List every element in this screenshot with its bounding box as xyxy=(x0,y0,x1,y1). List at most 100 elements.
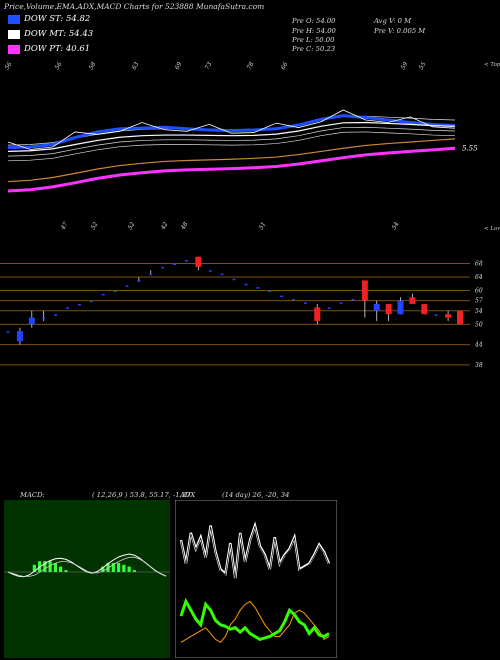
candle-body xyxy=(314,307,321,321)
top-tick-label: 78 xyxy=(246,61,256,71)
candle-body xyxy=(256,287,260,289)
adx-title: ADX xyxy=(180,491,196,499)
candle-body xyxy=(303,302,307,304)
adx-background xyxy=(175,500,337,658)
legend-dow-st: DOW ST: 54.82 xyxy=(8,14,90,24)
candle-body xyxy=(280,295,284,298)
signal-line xyxy=(7,556,167,577)
candle-body xyxy=(208,270,212,272)
info-low: Pre L: 50.00 xyxy=(292,36,335,44)
candle-body xyxy=(397,300,404,315)
bottom-tick-label: 51 xyxy=(258,221,268,231)
macd-histogram-bar xyxy=(64,570,68,572)
adx-chart xyxy=(175,500,337,658)
envelope-line xyxy=(7,131,456,162)
candle-body xyxy=(268,290,272,293)
candle-body xyxy=(113,290,117,293)
info-avg-volume: Avg V: 0 M xyxy=(374,17,412,25)
candle-body xyxy=(184,260,188,262)
candle-body xyxy=(457,310,463,325)
candle-body xyxy=(327,307,331,309)
dow-pt-line xyxy=(7,146,456,193)
top-tick-label: 59 xyxy=(400,61,410,71)
candle-body xyxy=(28,317,35,325)
legend-label-mt: DOW MT: 54.43 xyxy=(24,29,94,39)
candle-body xyxy=(6,331,10,333)
candle-body xyxy=(421,304,428,315)
candle-body xyxy=(409,297,416,305)
dow-mt-line xyxy=(7,121,456,153)
macd-histogram-bar xyxy=(122,564,126,572)
candle-body xyxy=(373,304,380,311)
legend-dow-pt: DOW PT: 40.61 xyxy=(8,44,90,54)
macd-histogram-bar xyxy=(43,561,47,572)
top-tick-label: 69 xyxy=(174,61,184,71)
candle-body xyxy=(161,266,165,269)
lows-label: < Lows xyxy=(484,226,500,232)
candle-body xyxy=(125,285,129,287)
candle-body xyxy=(137,280,141,282)
bottom-tick-label: 54 xyxy=(391,221,401,231)
candle-body xyxy=(77,304,81,306)
candle-body xyxy=(291,298,295,301)
candle-body xyxy=(195,256,202,267)
envelope-line xyxy=(7,126,456,157)
dow-st-line xyxy=(7,114,456,150)
candle-body xyxy=(101,293,105,296)
candle-body xyxy=(54,314,58,316)
top-tick-label: 58 xyxy=(88,61,98,71)
macd-histogram-bar xyxy=(59,566,63,572)
candle-body xyxy=(42,317,46,320)
candle-body xyxy=(220,273,224,276)
top-tick-label: 66 xyxy=(280,61,290,71)
candle-body xyxy=(339,302,343,304)
macd-title: MACD xyxy=(20,491,43,499)
macd-background xyxy=(4,500,170,658)
macd-params: ( 12,26,9 ) 53.8, 55.17, -1.37 xyxy=(92,491,191,499)
adx-line-inner xyxy=(180,525,330,580)
candle-body xyxy=(173,263,177,266)
page-title: Price,Volume,EMA,ADX,MACD Charts for 523… xyxy=(4,2,265,11)
legend-swatch-mt xyxy=(8,29,20,39)
top-tick-label: 56 xyxy=(4,61,14,71)
top-tick-label: 63 xyxy=(131,61,141,71)
candle-body xyxy=(361,280,368,301)
candle-body xyxy=(65,307,69,309)
macd-histogram-bar xyxy=(127,566,131,572)
macd-histogram-bar xyxy=(101,566,105,572)
legend-label-st: DOW ST: 54.82 xyxy=(24,14,91,24)
bottom-tick-label: 48 xyxy=(179,221,189,232)
macd-histogram-bar xyxy=(32,564,36,572)
candle-body xyxy=(445,314,452,318)
price-level-label: 38 xyxy=(475,362,483,369)
price-level-label: 60 xyxy=(475,288,483,295)
macd-histogram-bar xyxy=(106,563,110,572)
macd-histogram-bar xyxy=(53,563,57,572)
long-ema-line xyxy=(7,138,456,183)
candle-body xyxy=(351,298,355,301)
info-close: Pre C: 50.23 xyxy=(292,45,336,53)
candle-body xyxy=(149,273,153,276)
bottom-tick-label: 52 xyxy=(127,221,137,231)
macd-histogram-bar xyxy=(117,563,121,572)
legend-label-pt: DOW PT: 40.61 xyxy=(24,44,91,54)
price-level-label: 54 xyxy=(475,308,483,315)
macd-histogram-bar xyxy=(48,561,52,572)
info-open: Pre O: 54.00 xyxy=(292,17,336,25)
top-tick-label: 55 xyxy=(418,61,428,71)
plus-di-line xyxy=(179,597,330,642)
price-chart: 68 64 60 57 54 50 44 38 xyxy=(0,256,483,369)
info-pre-volume: Pre V: 0.005 M xyxy=(374,27,426,35)
candle-body xyxy=(232,278,236,281)
minus-di-line xyxy=(180,600,330,643)
price-level-label: 50 xyxy=(475,321,483,328)
ema-chart: < Tops 56 56 58 63 69 73 78 66 59 55 < Lows 47 52 52 42… xyxy=(4,61,500,232)
top-tick-label: 73 xyxy=(204,61,214,71)
legend-dow-mt: DOW MT: 54.43 xyxy=(8,29,93,39)
macd-histogram-bar xyxy=(111,563,115,572)
legend-swatch-pt xyxy=(8,44,20,54)
price-line xyxy=(7,109,456,150)
price-level-label: 68 xyxy=(475,261,483,268)
candle-body xyxy=(434,314,438,316)
bottom-tick-label: 52 xyxy=(90,221,100,231)
